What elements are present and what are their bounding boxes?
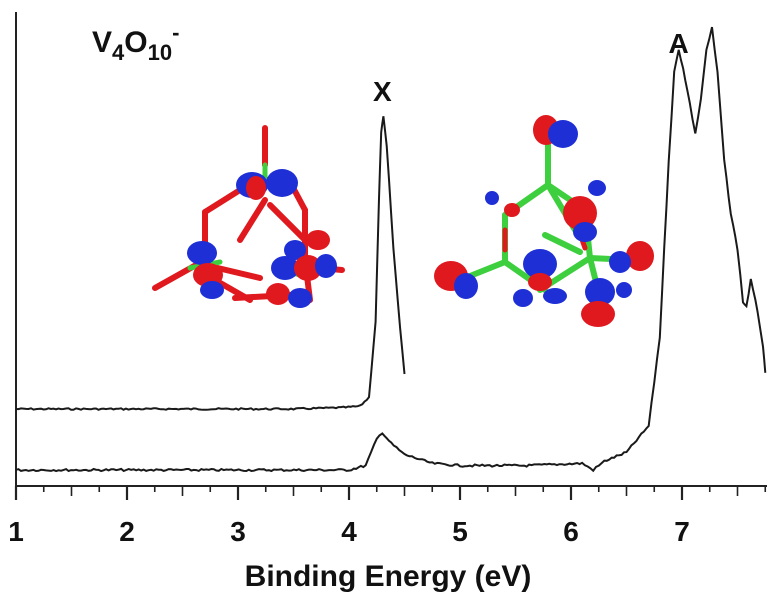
molecule-orbital-x-illustration	[152, 125, 345, 308]
series-line-upper	[15, 116, 406, 411]
annotation-a: A	[669, 28, 689, 59]
molecule-orbital-a-illustration	[434, 115, 654, 327]
x-axis-ticks	[14, 486, 767, 500]
x-tick-label: 1	[8, 516, 24, 547]
x-tick-label: 7	[674, 516, 690, 547]
x-axis-label: Binding Energy (eV)	[245, 560, 532, 593]
x-tick-label: 5	[452, 516, 468, 547]
series-line-lower	[15, 26, 767, 473]
x-axis-tick-labels: 1 2 3 4 5 6 7	[8, 516, 690, 547]
annotation-x: X	[373, 76, 392, 107]
x-tick-label: 2	[119, 516, 135, 547]
chart-title: V4O10-	[92, 20, 179, 65]
x-tick-label: 3	[230, 516, 246, 547]
x-tick-label: 6	[563, 516, 579, 547]
x-tick-label: 4	[341, 516, 357, 547]
